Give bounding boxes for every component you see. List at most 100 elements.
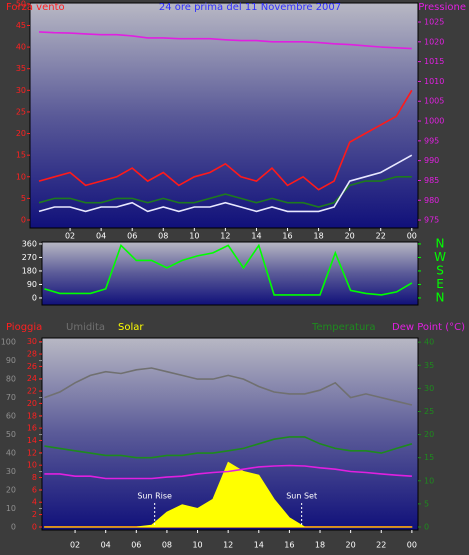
y2-tick-label: 40	[424, 338, 434, 347]
y2-tick-label: N	[436, 236, 445, 250]
y3-tick-label: 24	[27, 374, 37, 383]
y-tick-label: 15	[16, 151, 26, 160]
x-tick-label: 00	[407, 541, 417, 550]
chart-title: 24 ore prima del 11 Novembre 2007	[159, 2, 341, 13]
x-tick-label: 12	[220, 232, 230, 241]
x-tick-label: 12	[223, 541, 233, 550]
y2-tick-label: N	[436, 290, 445, 304]
legend-label: Solar	[118, 322, 144, 333]
line	[38, 31, 412, 50]
legend-label: Dew Point (°C)	[392, 322, 465, 333]
y2-tick-label: 30	[424, 384, 434, 393]
y2-tick-label: 1015	[424, 57, 444, 66]
y-tick-label: 30	[6, 467, 16, 476]
y-tick-label: 0	[21, 216, 26, 225]
annotation: Sun Rise	[137, 492, 172, 501]
y3-tick-label: 6	[32, 485, 37, 494]
y3-tick-label: 28	[27, 350, 37, 359]
y2-tick-label: 995	[424, 136, 439, 145]
x-tick-label: 02	[70, 541, 80, 550]
area	[43, 461, 413, 528]
y-tick-label: 90	[27, 280, 37, 289]
y-tick-label: 50	[16, 0, 26, 8]
line	[38, 176, 412, 208]
y3-tick-label: 16	[27, 424, 37, 433]
y2-tick-label: 5	[424, 499, 429, 508]
y2-tick-label: 1010	[424, 77, 444, 86]
y2-tick-label: 1020	[424, 37, 444, 46]
y3-tick-label: 18	[27, 411, 37, 420]
y3-tick-label: 30	[27, 337, 37, 346]
y3-tick-label: 0	[32, 522, 37, 531]
x-tick-label: 14	[254, 541, 264, 550]
x-tick-label: 04	[101, 541, 111, 550]
y-tick-label: 90	[6, 356, 16, 365]
y2-tick-label: 35	[424, 361, 434, 370]
y2-tick-label: 15	[424, 453, 434, 462]
line	[44, 436, 413, 459]
y-tick-label: 60	[6, 412, 16, 421]
y2-tick-label: 0	[424, 522, 429, 531]
y2-tick-label: 975	[424, 216, 439, 225]
annotation: Sun Set	[286, 492, 317, 501]
y3-tick-label: 26	[27, 362, 37, 371]
y3-tick-label: 2	[32, 510, 37, 519]
x-tick-label: 22	[376, 541, 386, 550]
y-tick-label: 45	[16, 21, 26, 30]
x-tick-label: 18	[315, 541, 325, 550]
y2-tick-label: 10	[424, 476, 434, 485]
y3-tick-label: 20	[27, 399, 37, 408]
x-tick-label: 08	[162, 541, 172, 550]
y2-tick-label: S	[436, 263, 444, 277]
y-tick-label: 10	[16, 172, 26, 181]
y2-tick-label: 20	[424, 430, 434, 439]
x-tick-label: 18	[313, 232, 323, 241]
y-tick-label: 30	[16, 86, 26, 95]
x-tick-label: 22	[376, 232, 386, 241]
y3-tick-label: 22	[27, 387, 37, 396]
x-tick-label: 02	[65, 232, 75, 241]
x-tick-label: 16	[284, 541, 294, 550]
y-tick-label: 180	[22, 266, 37, 275]
y2-tick-label: 25	[424, 407, 434, 416]
y2-tick-label: 985	[424, 176, 439, 185]
x-tick-label: 04	[96, 232, 106, 241]
line	[44, 367, 413, 406]
y3-tick-label: 14	[27, 436, 37, 445]
y3-tick-label: 4	[32, 498, 37, 507]
y2-tick-label: W	[434, 250, 446, 264]
line	[38, 154, 413, 213]
y2-label: Pressione	[418, 2, 466, 13]
y-tick-label: 25	[16, 107, 26, 116]
y-tick-label: 100	[1, 338, 16, 347]
x-tick-label: 14	[251, 232, 261, 241]
x-tick-label: 00	[407, 232, 417, 241]
line	[38, 89, 413, 191]
y2-tick-label: E	[436, 277, 444, 291]
x-tick-label: 08	[158, 232, 168, 241]
y-tick-label: 0	[32, 293, 37, 302]
line	[44, 464, 412, 480]
y-tick-label: 360	[22, 239, 37, 248]
y2-tick-label: 1025	[424, 18, 444, 27]
x-tick-label: 10	[189, 232, 199, 241]
y-tick-label: 80	[6, 375, 16, 384]
y2-tick-label: 990	[424, 156, 439, 165]
y3-tick-label: 8	[32, 473, 37, 482]
x-tick-label: 20	[346, 541, 356, 550]
y-label: Forza vento	[6, 2, 65, 13]
y-tick-label: 50	[6, 430, 16, 439]
y-tick-label: 40	[16, 43, 26, 52]
y-tick-label: 35	[16, 64, 26, 73]
y-tick-label: 5	[21, 194, 26, 203]
y2-tick-label: 1005	[424, 97, 444, 106]
y2-tick-label: 1000	[424, 117, 444, 126]
y-tick-label: 70	[6, 393, 16, 402]
y3-tick-label: 10	[27, 461, 37, 470]
x-tick-label: 06	[127, 232, 137, 241]
x-tick-label: 06	[131, 541, 141, 550]
y-tick-label: 20	[16, 129, 26, 138]
y-tick-label: 0	[11, 523, 16, 532]
legend-label: Umidita	[66, 322, 105, 333]
